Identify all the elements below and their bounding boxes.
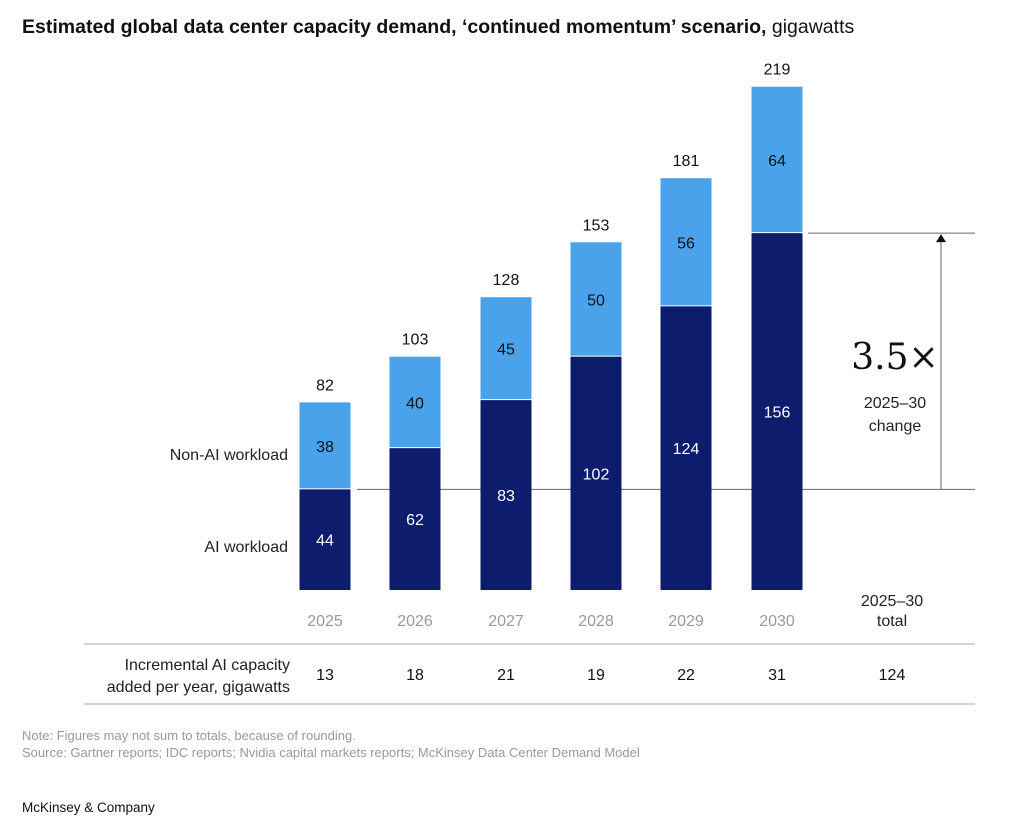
- total-header-line2: total: [877, 613, 907, 630]
- label-ai-2025: 44: [316, 533, 334, 550]
- bar-ai-2029: [660, 306, 712, 590]
- bar-ai-2027: [480, 400, 532, 590]
- incremental-value-2029: 22: [677, 667, 695, 684]
- change-label-line2: change: [869, 418, 922, 435]
- note: Note: Figures may not sum to totals, bec…: [22, 728, 356, 743]
- bar-ai-2025: [299, 489, 351, 590]
- chart-title: Estimated global data center capacity de…: [22, 16, 855, 38]
- label-non-ai-2025: 38: [316, 439, 334, 456]
- label-non-ai-2027: 45: [497, 342, 515, 359]
- row-label-line2: added per year, gigawatts: [107, 679, 290, 696]
- incremental-value-2030: 31: [768, 667, 786, 684]
- bar-non-ai-2030: [751, 86, 803, 233]
- x-tick-2029: 2029: [668, 613, 704, 630]
- legend-ai-workload: AI workload: [204, 539, 288, 556]
- incremental-value-2027: 21: [497, 667, 515, 684]
- total-label-2026: 103: [402, 332, 429, 349]
- row-label-line1: Incremental AI capacity: [125, 657, 290, 674]
- brand-logo: McKinsey & Company: [22, 800, 155, 815]
- total-label-2029: 181: [673, 153, 700, 170]
- total-label-2025: 82: [316, 377, 334, 394]
- stacked-bar-chart: 44 38 82 2025 13 62 40 103 2026 18 83 45 128 2027 21 10…: [84, 62, 975, 705]
- bar-ai-2028: [570, 356, 622, 590]
- label-non-ai-2030: 64: [768, 153, 786, 170]
- bar-non-ai-2027: [480, 297, 532, 400]
- legend-non-ai-workload: Non-AI workload: [170, 447, 288, 464]
- bar-ai-2030: [751, 233, 803, 590]
- incremental-total: 124: [879, 667, 906, 684]
- total-label-2027: 128: [493, 272, 520, 289]
- x-tick-2026: 2026: [397, 613, 433, 630]
- label-non-ai-2028: 50: [587, 292, 605, 309]
- bar-non-ai-2025: [299, 402, 351, 489]
- label-non-ai-2026: 40: [406, 395, 424, 412]
- incremental-value-2025: 13: [316, 667, 334, 684]
- label-ai-2026: 62: [406, 512, 424, 529]
- label-ai-2028: 102: [583, 466, 610, 483]
- label-ai-2030: 156: [764, 405, 791, 422]
- bar-non-ai-2029: [660, 178, 712, 306]
- incremental-value-2028: 19: [587, 667, 605, 684]
- total-header-line1: 2025–30: [861, 593, 923, 610]
- change-label-line1: 2025–30: [864, 395, 926, 412]
- label-ai-2029: 124: [673, 441, 700, 458]
- total-label-2030: 219: [764, 62, 791, 79]
- multiplier-value: 3.5×: [851, 337, 938, 378]
- bar-ai-2026: [389, 448, 441, 590]
- label-non-ai-2029: 56: [677, 235, 695, 252]
- source: Source: Gartner reports; IDC reports; Nv…: [22, 745, 640, 760]
- x-tick-2028: 2028: [578, 613, 614, 630]
- bar-non-ai-2028: [570, 242, 622, 356]
- incremental-value-2026: 18: [406, 667, 424, 684]
- x-tick-2025: 2025: [307, 613, 343, 630]
- x-tick-2027: 2027: [488, 613, 524, 630]
- total-label-2028: 153: [583, 217, 610, 234]
- bar-non-ai-2026: [389, 356, 441, 448]
- label-ai-2027: 83: [497, 488, 515, 505]
- arrow-head-icon: [936, 234, 946, 243]
- x-tick-2030: 2030: [759, 613, 795, 630]
